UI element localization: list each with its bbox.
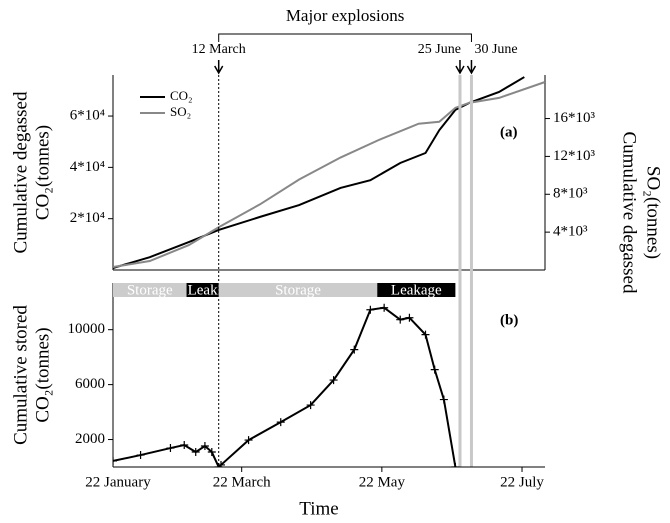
- y-axis-label: CO₂(tonnes): [32, 125, 53, 220]
- phase-label: Storage: [275, 282, 321, 298]
- marker: [439, 395, 448, 404]
- phase-label: Leakage: [391, 282, 442, 298]
- y2-tick-label: 4*10³: [553, 224, 588, 240]
- marker: [166, 444, 175, 453]
- x-tick-label: 22 March: [213, 474, 271, 490]
- phase-bar: [218, 283, 378, 297]
- event-label: 30 June: [474, 42, 517, 57]
- y-axis-label: Cumulative degassed: [10, 91, 31, 253]
- phase-bar: [113, 283, 187, 297]
- y-tick-label: 6*10⁴: [70, 107, 105, 123]
- marker: [396, 315, 405, 324]
- panel-label: (b): [500, 312, 518, 328]
- marker: [244, 436, 253, 445]
- phase-bar: [377, 283, 456, 297]
- marker: [191, 448, 200, 457]
- event-arrow: [466, 60, 477, 75]
- marker: [329, 376, 338, 385]
- event-arrow: [455, 60, 465, 75]
- y2-axis-label: SO₂(tonnes): [643, 166, 664, 259]
- event-label: 25 June: [418, 42, 461, 57]
- marker: [214, 463, 223, 467]
- y2-tick-label: 12*10³: [553, 148, 596, 164]
- marker: [405, 313, 414, 322]
- plot-area: [113, 303, 460, 467]
- y-axis-label: CO₂(tonnes): [32, 327, 53, 422]
- events-title: Major explosions: [286, 6, 405, 25]
- y-tick-label: 6000: [75, 376, 105, 392]
- y-tick-label: 2000: [75, 431, 105, 447]
- marker: [180, 441, 189, 450]
- legend-label: SO₂: [170, 104, 191, 119]
- series-line: [113, 306, 457, 467]
- marker: [207, 448, 216, 457]
- marker: [366, 305, 375, 314]
- y2-axis-label: Cumulative degassed: [619, 132, 640, 294]
- marker: [306, 401, 315, 410]
- marker: [136, 451, 145, 460]
- event-arrow: [214, 60, 224, 75]
- y-tick-label: 2*10⁴: [70, 210, 105, 226]
- phase-label: Leak: [188, 282, 218, 298]
- marker: [276, 418, 285, 427]
- marker: [350, 345, 359, 354]
- marker: [421, 330, 430, 339]
- plot-area: [113, 76, 545, 269]
- marker: [113, 456, 117, 465]
- x-axis-label: Time: [299, 498, 338, 519]
- y-tick-label: 4*10⁴: [70, 159, 105, 175]
- marker: [217, 460, 225, 467]
- x-tick-label: 22 January: [85, 474, 151, 490]
- phase-bar: [186, 283, 219, 297]
- x-tick-label: 22 July: [500, 474, 544, 490]
- x-tick-label: 22 May: [359, 474, 406, 490]
- series-line: [113, 81, 545, 269]
- panel-label: (a): [500, 124, 518, 140]
- marker: [380, 303, 389, 312]
- marker: [430, 365, 439, 374]
- y2-tick-label: 16*10³: [553, 110, 596, 126]
- marker: [200, 441, 209, 450]
- events-bracket: [218, 33, 472, 42]
- y2-tick-label: 8*10³: [553, 186, 588, 202]
- marker: [451, 463, 460, 467]
- y-axis-label: Cumulative stored: [10, 305, 31, 445]
- y-tick-label: 10000: [68, 321, 106, 337]
- event-label: 12 March: [192, 42, 246, 57]
- legend-label: CO₂: [170, 88, 193, 103]
- phase-label: Storage: [127, 282, 173, 298]
